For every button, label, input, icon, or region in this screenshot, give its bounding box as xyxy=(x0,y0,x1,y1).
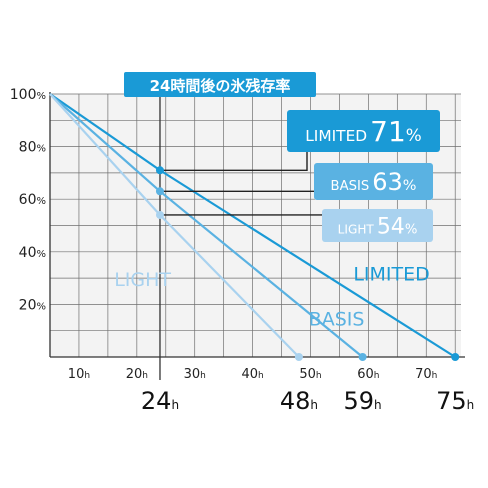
y-tick-label: 100% xyxy=(10,87,46,103)
x-tick-label: 30h xyxy=(184,367,206,382)
callout-title-box xyxy=(124,72,316,97)
callout-unit: % xyxy=(406,125,422,145)
callout-text-basis: BASIS 63% xyxy=(331,168,417,196)
point-end-basis xyxy=(358,353,367,361)
hour-value: 48 xyxy=(280,387,311,415)
callout-value: 54 xyxy=(377,214,405,239)
point-end-limited xyxy=(451,353,460,361)
callout-unit: % xyxy=(405,222,418,237)
x-tick-label: 70h xyxy=(415,367,437,382)
y-tick-unit: % xyxy=(36,144,46,155)
x-tick-label: 10h xyxy=(68,367,90,382)
y-tick-value: 40 xyxy=(19,245,37,261)
callout-name: BASIS xyxy=(331,179,370,194)
callout-name: LIGHT xyxy=(338,222,375,236)
x-tick-label: 60h xyxy=(357,367,379,382)
x-tick-value: 50 xyxy=(299,367,316,382)
x-tick-value: 10 xyxy=(68,367,85,382)
point-24h-basis xyxy=(155,187,164,196)
callout-box-limited xyxy=(287,110,440,152)
callout-name: LIMITED xyxy=(305,127,367,145)
labels: 100%80%60%40%20%10h 20h 30h 40h 50h 60h 70h24h… xyxy=(10,72,474,415)
hour-value: 59 xyxy=(344,387,375,415)
callout-text-limited: LIMITED 71% xyxy=(305,115,422,148)
series-label-basis: BASIS xyxy=(309,308,365,330)
series-label-light: LIGHT xyxy=(114,269,171,291)
y-tick-value: 60 xyxy=(19,192,37,208)
hour-label: 75h xyxy=(436,387,474,415)
x-tick-value: 30 xyxy=(184,367,201,382)
leader-limited xyxy=(159,152,308,171)
y-tick-unit: % xyxy=(36,196,46,207)
x-tick-unit: h xyxy=(258,371,264,381)
hour-unit: h xyxy=(467,398,475,412)
x-tick-unit: h xyxy=(142,371,148,381)
x-tick-unit: h xyxy=(84,371,90,381)
x-tick-value: 70 xyxy=(415,367,432,382)
x-tick-label: 50h xyxy=(299,367,321,382)
hour-unit: h xyxy=(310,398,318,412)
callout-title: 24時間後の氷残存率 xyxy=(150,77,291,95)
hour-unit: h xyxy=(171,398,179,412)
x-tick-unit: h xyxy=(432,371,438,381)
hour-value: 75 xyxy=(436,387,467,415)
series-label-limited: LIMITED xyxy=(353,264,429,286)
x-tick-unit: h xyxy=(374,371,380,381)
y-tick-value: 100 xyxy=(10,87,37,103)
callout-unit: % xyxy=(403,178,417,194)
y-tick-label: 60% xyxy=(19,192,46,208)
y-tick-label: 80% xyxy=(19,140,46,156)
hour-label: 24h xyxy=(141,387,179,415)
callout-value: 63 xyxy=(372,168,403,196)
y-tick-value: 80 xyxy=(19,140,37,156)
x-tick-unit: h xyxy=(316,371,322,381)
x-tick-value: 20 xyxy=(126,367,143,382)
x-tick-unit: h xyxy=(200,371,206,381)
x-tick-label: 40h xyxy=(241,367,263,382)
hour-label: 48h xyxy=(280,387,318,415)
x-tick-label: 20h xyxy=(126,367,148,382)
point-24h-limited xyxy=(155,166,164,175)
hour-value: 24 xyxy=(141,387,172,415)
y-tick-unit: % xyxy=(36,91,46,102)
callout-box-basis xyxy=(314,163,433,200)
data-points xyxy=(155,166,460,361)
callout-text-light: LIGHT 54% xyxy=(338,214,418,239)
y-tick-unit: % xyxy=(36,301,46,312)
hour-unit: h xyxy=(374,398,382,412)
y-tick-label: 40% xyxy=(19,245,46,261)
y-tick-unit: % xyxy=(36,249,46,260)
hour-label: 59h xyxy=(344,387,382,415)
x-tick-value: 60 xyxy=(357,367,374,382)
point-end-light xyxy=(294,353,303,361)
point-24h-light xyxy=(155,210,164,219)
y-tick-value: 20 xyxy=(19,297,37,313)
axes xyxy=(49,92,465,380)
callout-box-light xyxy=(322,209,433,242)
x-tick-value: 40 xyxy=(241,367,258,382)
y-tick-label: 20% xyxy=(19,297,46,313)
callout-value: 71 xyxy=(370,115,406,148)
